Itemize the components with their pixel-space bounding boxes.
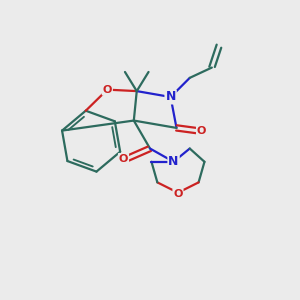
Text: O: O bbox=[173, 189, 183, 199]
Text: O: O bbox=[197, 126, 206, 136]
Text: O: O bbox=[119, 154, 128, 164]
Text: N: N bbox=[168, 155, 179, 168]
Text: O: O bbox=[103, 85, 112, 94]
Text: N: N bbox=[165, 91, 176, 103]
